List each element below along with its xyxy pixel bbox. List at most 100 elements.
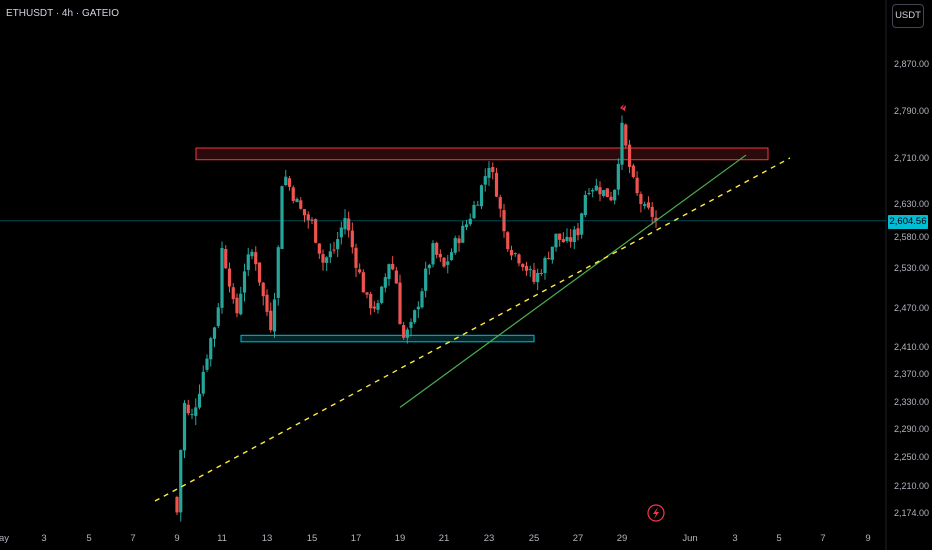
x-axis-label: 7 (820, 533, 825, 544)
candle-body (464, 224, 469, 228)
candle-body (650, 206, 654, 217)
candle-body (272, 299, 277, 332)
candle-body (558, 233, 562, 240)
candle-body (583, 194, 587, 216)
x-axis-label: 7 (130, 533, 135, 544)
candle-body (521, 264, 525, 268)
candle-body (620, 122, 624, 165)
y-axis-label: 2,580.00 (894, 232, 929, 242)
candle-body (387, 264, 391, 280)
candle-body (569, 237, 573, 242)
candle-body (539, 272, 543, 274)
candle-body (457, 238, 461, 244)
x-axis-label: 9 (174, 533, 179, 544)
candle-body (328, 251, 332, 258)
candle-body (409, 321, 413, 328)
candle-body (302, 209, 307, 216)
candle-body (182, 402, 187, 451)
resistance-zone[interactable] (195, 147, 769, 161)
x-axis-label: 5 (776, 533, 781, 544)
currency-button[interactable]: USDT (892, 4, 924, 28)
lightning-icon[interactable] (647, 504, 665, 522)
dashed-trendline[interactable] (154, 157, 791, 502)
candle-body (284, 176, 288, 186)
peak-marker-icon (620, 104, 626, 111)
candle-body (224, 249, 228, 269)
candle-body (175, 496, 179, 513)
candle-body (261, 282, 265, 297)
candle-body (639, 194, 643, 204)
candle-body (509, 250, 514, 256)
candle-body (394, 270, 398, 284)
candle-body (654, 217, 658, 221)
candle-body (605, 188, 609, 198)
candle-body (431, 243, 435, 265)
candle-body (201, 371, 205, 394)
candle-body (280, 186, 284, 249)
candle-body (250, 251, 254, 257)
candle-body (536, 272, 540, 283)
candle-body (212, 327, 217, 339)
candle-body (246, 254, 250, 270)
candle-body (616, 163, 620, 190)
candle-body (398, 282, 402, 325)
candle-body (598, 187, 602, 195)
candle-body (269, 310, 273, 331)
candle-body (587, 193, 591, 195)
candle-body (572, 229, 576, 243)
x-axis-label: 27 (573, 533, 584, 544)
candle-body (235, 297, 239, 314)
candle-body (631, 165, 635, 177)
candle-body (336, 239, 340, 250)
candle-body (310, 219, 314, 221)
candle-body (635, 177, 639, 194)
candle-body (453, 237, 457, 253)
candle-body (332, 249, 336, 251)
candle-body (442, 257, 446, 267)
candle-body (487, 167, 491, 178)
ascending-trendline[interactable] (399, 154, 747, 408)
candle-body (186, 404, 190, 414)
candle-body (295, 198, 299, 203)
candle-body (369, 293, 373, 309)
candle-body (299, 200, 303, 209)
candle-body (354, 247, 358, 268)
x-axis-label: 15 (307, 533, 318, 544)
candle-body (413, 310, 417, 323)
candle-body (265, 294, 269, 312)
candle-body (438, 253, 442, 258)
candle-body (254, 252, 258, 265)
y-axis-label: 2,250.00 (894, 452, 929, 462)
candle-body (205, 358, 209, 370)
candle-body (347, 218, 351, 231)
candle-body (543, 257, 547, 273)
y-axis-label: 2,174.00 (894, 508, 929, 518)
candle-body (365, 292, 369, 295)
candle-body (314, 219, 318, 243)
x-axis-label: 3 (41, 533, 46, 544)
candle-body (547, 258, 551, 260)
candle-body (494, 172, 499, 197)
x-axis-label: ay (0, 533, 9, 544)
candle-body (476, 204, 480, 206)
candle-body (350, 230, 354, 248)
x-axis-label: 23 (484, 533, 495, 544)
candle-body (321, 254, 325, 263)
support-zone[interactable] (240, 334, 535, 343)
y-axis-label: 2,330.00 (894, 397, 929, 407)
symbol-title: ETHUSDT · 4h · GATEIO (6, 8, 119, 19)
candle-body (424, 268, 428, 291)
x-axis-label: 3 (732, 533, 737, 544)
candle-body (554, 233, 558, 248)
candle-body (361, 272, 365, 293)
candle-body (380, 286, 384, 303)
candle-body (420, 291, 424, 308)
candle-body (591, 190, 595, 192)
y-axis-label: 2,410.00 (894, 342, 929, 352)
y-axis-label: 2,630.00 (894, 199, 929, 209)
candle-body (461, 225, 465, 243)
candle-body (491, 167, 495, 173)
candle-body (613, 189, 617, 201)
candle-body (343, 218, 347, 230)
